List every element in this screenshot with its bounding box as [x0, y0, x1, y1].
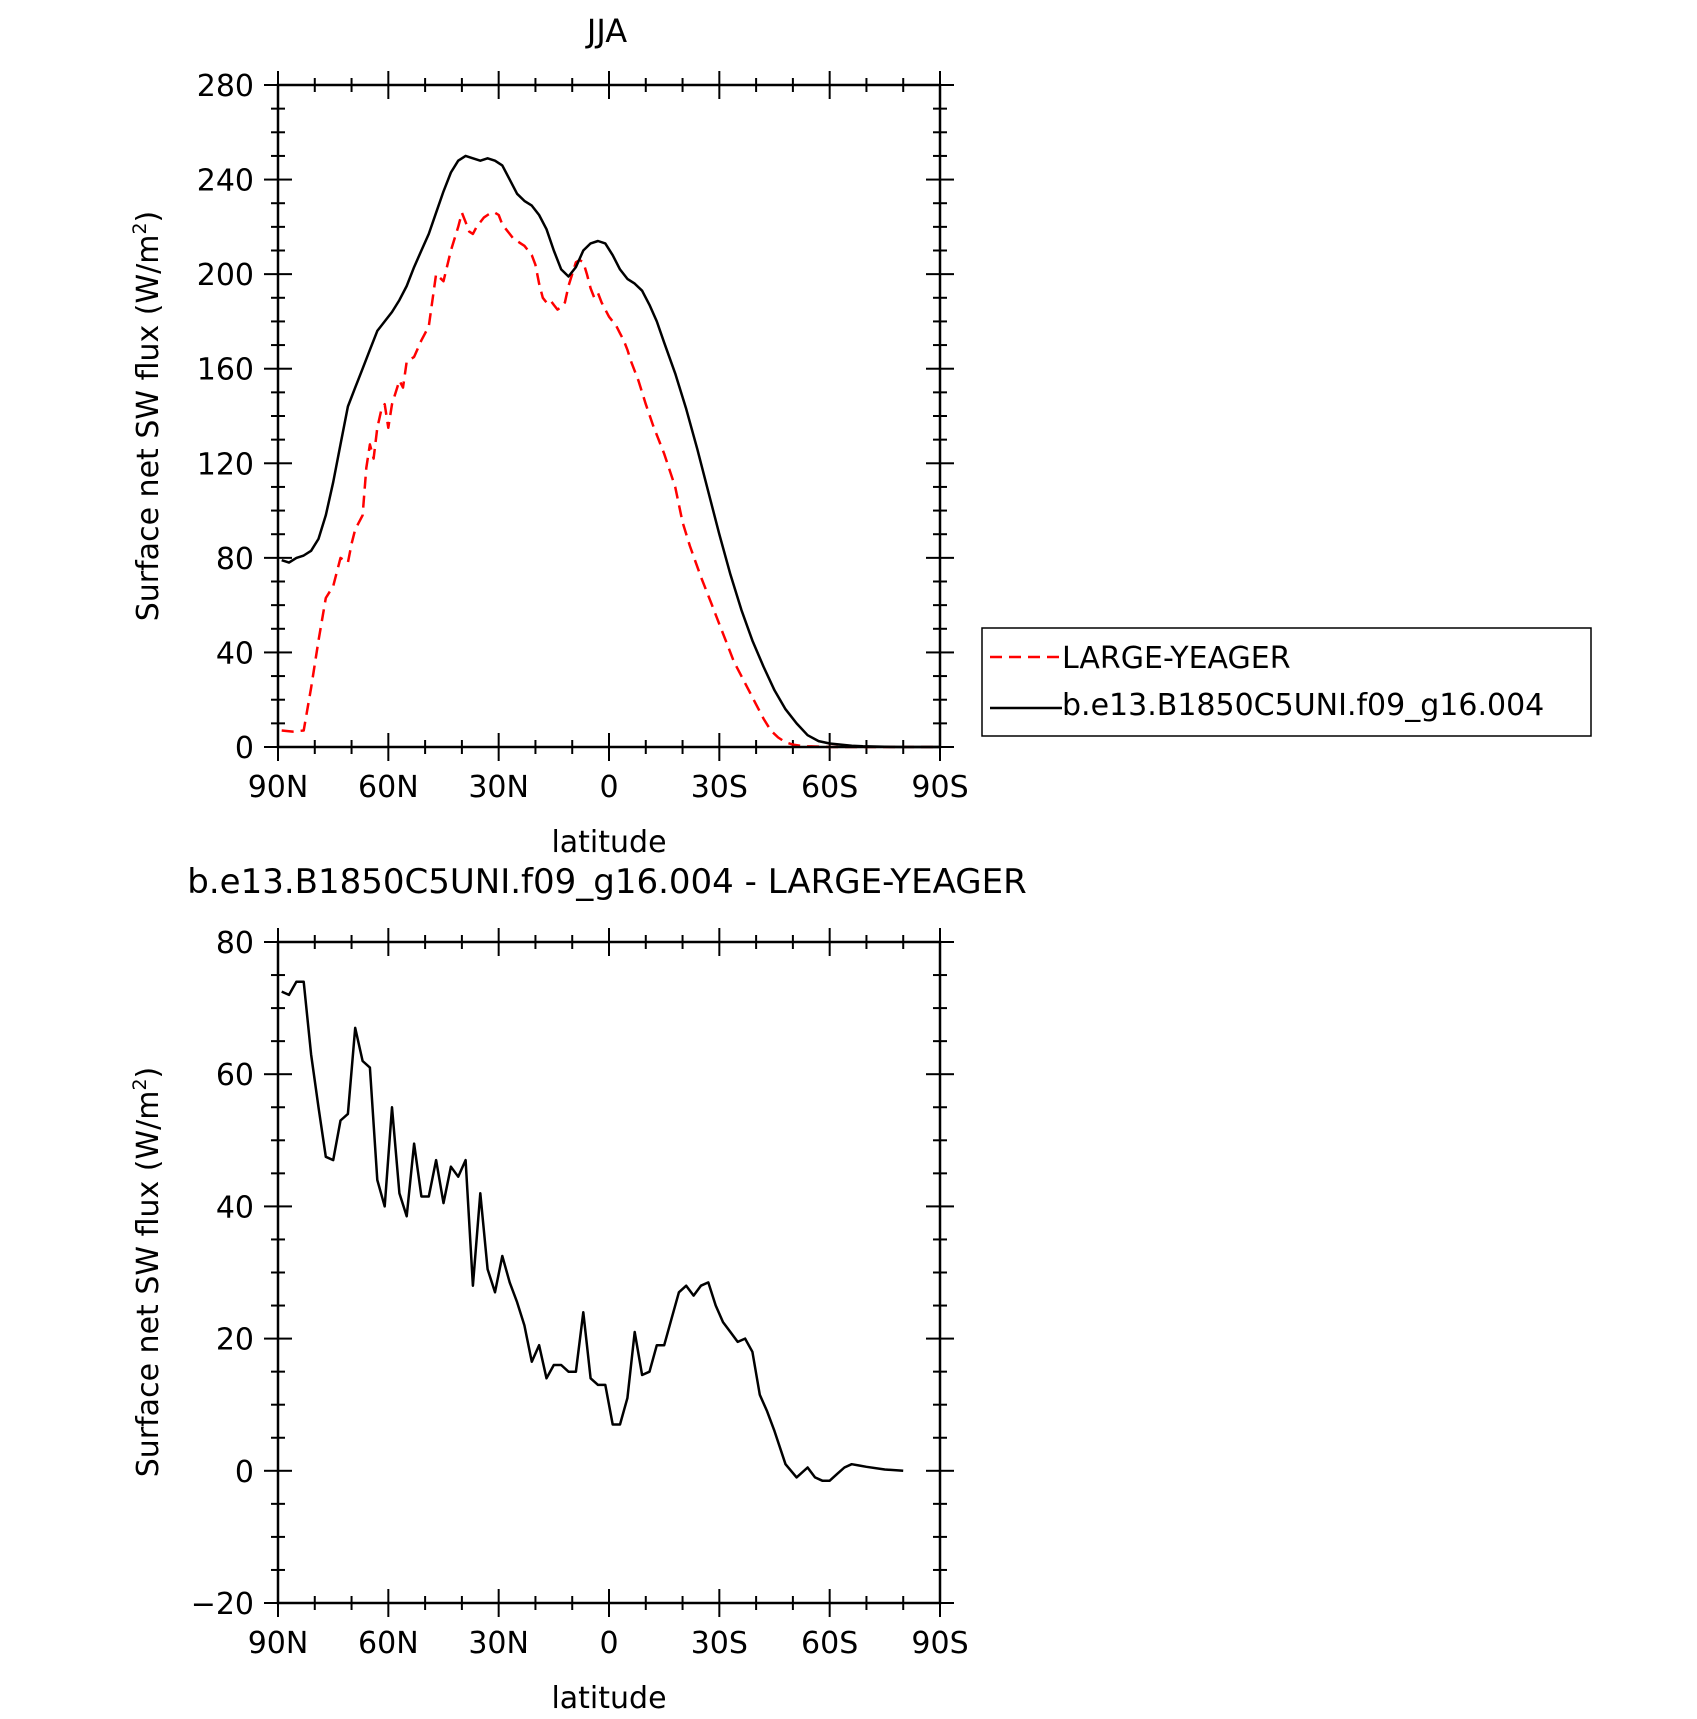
top-y-tick-label: 0 [235, 731, 254, 766]
top-chart-title: JJA [585, 12, 627, 50]
top-y-tick-label: 120 [197, 447, 254, 482]
bottom-y-axis: −20 0 20 40 60 80 [191, 926, 954, 1622]
bottom-y-axis-label-text: Surface net SW flux (W/m [131, 1091, 166, 1478]
top-series-group [281, 154, 940, 749]
top-y-tick-label: 40 [216, 636, 254, 671]
legend-label-large-yeager: LARGE-YEAGER [1062, 641, 1291, 676]
bottom-x-tick-label: 60N [358, 1626, 419, 1661]
bottom-y-tick-label: 40 [216, 1190, 254, 1225]
bottom-series-line-0 [281, 980, 904, 1482]
top-y-axis: 0 40 80 120 160 200 240 280 [197, 69, 954, 766]
legend-label-model: b.e13.B1850C5UNI.f09_g16.004 [1062, 688, 1544, 723]
top-series-line-1 [281, 154, 940, 749]
bottom-y-axis-label-superscript: 2 [129, 1078, 151, 1090]
bottom-x-tick-label: 60S [801, 1626, 858, 1661]
bottom-series-group [281, 980, 904, 1482]
bottom-x-tick-label: 30S [691, 1626, 748, 1661]
top-plot-frame [276, 83, 942, 749]
bottom-x-tick-label: 30N [468, 1626, 529, 1661]
top-y-axis-label-close: ) [131, 211, 166, 223]
bottom-panel: b.e13.B1850C5UNI.f09_g16.004 - LARGE-YEA… [129, 862, 1027, 1716]
top-x-tick-label: 30N [468, 770, 529, 805]
top-y-tick-label: 80 [216, 542, 254, 577]
legend-box [981, 627, 1592, 737]
top-panel: JJA 0 40 80 120 160 200 240 280 90N 60N 30N 0 30S 60… [129, 12, 1592, 860]
bottom-y-tick-label: 0 [235, 1455, 254, 1490]
legend: LARGE-YEAGER b.e13.B1850C5UNI.f09_g16.00… [981, 627, 1592, 737]
bottom-y-tick-label: 20 [216, 1323, 254, 1358]
top-x-tick-label: 60S [801, 770, 858, 805]
bottom-chart-title: b.e13.B1850C5UNI.f09_g16.004 - LARGE-YEA… [187, 862, 1026, 902]
top-x-tick-label: 0 [599, 770, 618, 805]
bottom-y-axis-label: Surface net SW flux (W/m2) [129, 1067, 166, 1478]
bottom-x-tick-label: 90N [248, 1626, 309, 1661]
bottom-y-tick-label: 80 [216, 926, 254, 961]
bottom-y-tick-label: −20 [191, 1587, 254, 1622]
top-y-tick-label: 160 [197, 353, 254, 388]
bottom-x-axis-label: latitude [551, 1681, 666, 1716]
top-x-axis-label: latitude [551, 825, 666, 860]
bottom-x-axis: 90N 60N 30N 0 30S 60S 90S [248, 928, 969, 1661]
top-y-tick-label: 240 [197, 164, 254, 199]
bottom-x-tick-label: 0 [599, 1626, 618, 1661]
top-y-tick-label: 280 [197, 69, 254, 104]
top-x-tick-label: 30S [691, 770, 748, 805]
top-y-tick-label: 200 [197, 258, 254, 293]
top-x-tick-label: 90S [911, 770, 968, 805]
bottom-x-tick-label: 90S [911, 1626, 968, 1661]
top-y-axis-label-superscript: 2 [129, 222, 151, 234]
top-series-line-0 [281, 211, 940, 749]
top-x-axis: 90N 60N 30N 0 30S 60S 90S [248, 71, 969, 805]
bottom-plot-frame [276, 940, 942, 1605]
top-y-axis-label-text: Surface net SW flux (W/m [131, 235, 166, 622]
bottom-y-tick-label: 60 [216, 1058, 254, 1093]
top-x-tick-label: 90N [248, 770, 309, 805]
top-x-tick-label: 60N [358, 770, 419, 805]
top-y-axis-label: Surface net SW flux (W/m2) [129, 211, 166, 622]
bottom-y-axis-label-close: ) [131, 1067, 166, 1079]
